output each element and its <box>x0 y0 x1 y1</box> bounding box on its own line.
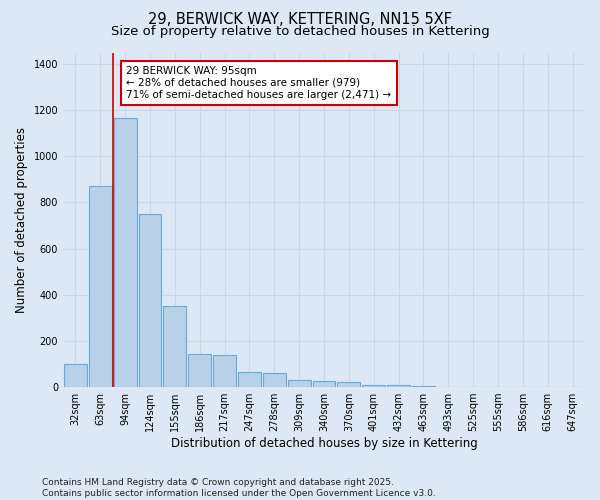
Text: Contains HM Land Registry data © Crown copyright and database right 2025.
Contai: Contains HM Land Registry data © Crown c… <box>42 478 436 498</box>
Bar <box>64 364 87 387</box>
Text: 29 BERWICK WAY: 95sqm
← 28% of detached houses are smaller (979)
71% of semi-det: 29 BERWICK WAY: 95sqm ← 28% of detached … <box>127 66 392 100</box>
Bar <box>163 306 187 387</box>
Text: 29, BERWICK WAY, KETTERING, NN15 5XF: 29, BERWICK WAY, KETTERING, NN15 5XF <box>148 12 452 28</box>
Bar <box>313 382 335 387</box>
Bar <box>89 186 112 387</box>
Bar <box>238 372 261 387</box>
Bar <box>412 386 435 387</box>
X-axis label: Distribution of detached houses by size in Kettering: Distribution of detached houses by size … <box>170 437 478 450</box>
Y-axis label: Number of detached properties: Number of detached properties <box>15 127 28 313</box>
Bar <box>213 355 236 387</box>
Bar <box>288 380 311 387</box>
Bar <box>387 385 410 387</box>
Bar <box>139 214 161 387</box>
Bar <box>362 385 385 387</box>
Text: Size of property relative to detached houses in Kettering: Size of property relative to detached ho… <box>110 25 490 38</box>
Bar <box>188 354 211 387</box>
Bar <box>337 382 361 387</box>
Bar <box>263 373 286 387</box>
Bar <box>114 118 137 387</box>
